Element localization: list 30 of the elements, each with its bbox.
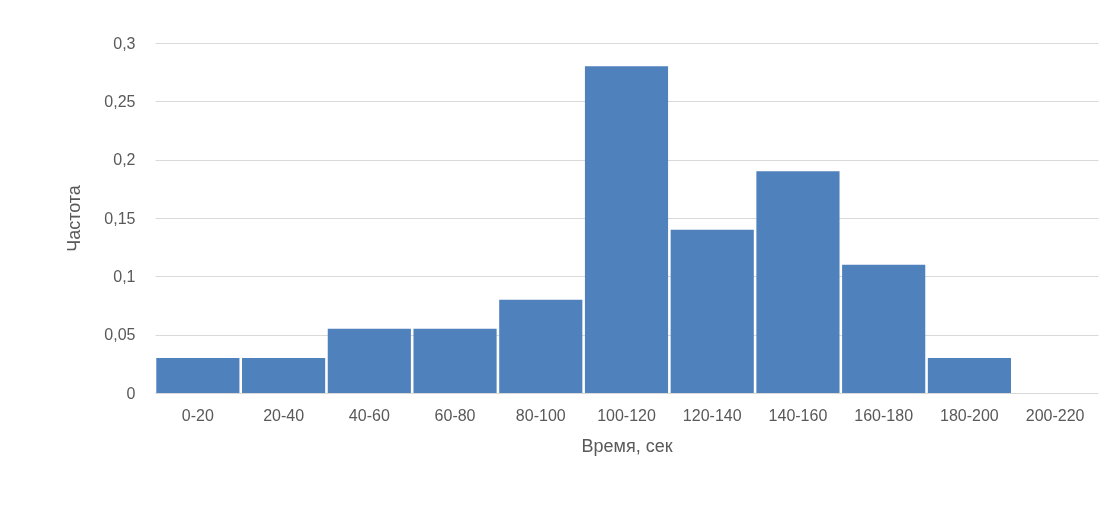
y-tick-label: 0,2 xyxy=(113,151,136,169)
x-tick-label: 200-220 xyxy=(1025,406,1085,424)
x-tick-label: 40-60 xyxy=(348,406,390,424)
bar xyxy=(670,229,754,393)
y-tick-label: 0,05 xyxy=(104,326,136,344)
x-tick-label: 0-20 xyxy=(181,406,214,424)
y-tick-label: 0,1 xyxy=(113,267,136,285)
x-tick-label: 180-200 xyxy=(940,406,999,424)
x-tick-label: 140-160 xyxy=(768,406,828,424)
x-tick-label: 100-120 xyxy=(597,406,656,424)
bar xyxy=(499,299,583,393)
bar xyxy=(413,328,497,393)
bar xyxy=(842,264,926,393)
y-tick-label: 0,25 xyxy=(104,92,136,110)
x-tick-label: 20-40 xyxy=(263,406,305,424)
bar xyxy=(156,358,240,393)
bar xyxy=(242,358,326,393)
y-axis-title: Частота xyxy=(64,184,85,252)
x-axis-title: Время, сек xyxy=(581,435,673,456)
y-tick-label: 0,3 xyxy=(113,34,136,52)
x-tick-label: 120-140 xyxy=(682,406,742,424)
bar xyxy=(327,328,411,393)
x-tick-label: 60-80 xyxy=(434,406,476,424)
bar xyxy=(927,358,1011,393)
bar xyxy=(584,66,669,393)
x-tick-label: 160-180 xyxy=(854,406,914,424)
x-tick-label: 80-100 xyxy=(515,406,566,424)
y-tick-label: 0,15 xyxy=(104,209,136,227)
bar xyxy=(756,171,840,393)
y-tick-label: 0 xyxy=(126,384,136,402)
